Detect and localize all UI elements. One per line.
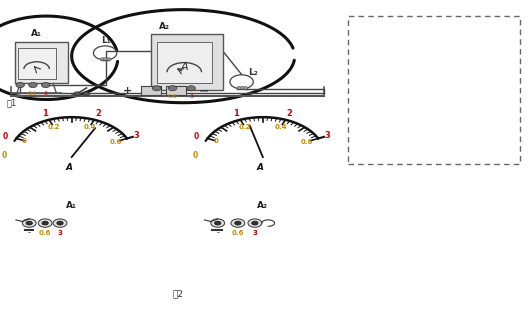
- Text: 2: 2: [95, 109, 101, 118]
- Circle shape: [152, 86, 161, 91]
- Text: 0.6: 0.6: [168, 94, 177, 99]
- Text: -: -: [28, 230, 31, 236]
- Text: −: −: [199, 84, 210, 97]
- Circle shape: [243, 87, 247, 89]
- Text: 3: 3: [252, 230, 258, 236]
- Text: 2: 2: [286, 109, 292, 118]
- Text: L₂: L₂: [249, 68, 258, 77]
- Text: 0.6: 0.6: [232, 230, 244, 236]
- Text: 0.6: 0.6: [28, 91, 38, 96]
- Text: A₁: A₁: [66, 201, 77, 210]
- Circle shape: [215, 221, 221, 225]
- Text: 0.4: 0.4: [83, 124, 96, 130]
- Bar: [151, 34, 223, 90]
- Text: 图1: 图1: [6, 98, 16, 107]
- Text: A: A: [256, 162, 263, 171]
- Text: 3: 3: [325, 131, 331, 140]
- Text: 0.2: 0.2: [239, 124, 251, 130]
- Circle shape: [252, 221, 258, 225]
- Circle shape: [42, 221, 48, 225]
- Circle shape: [248, 219, 262, 227]
- Bar: [141, 86, 161, 95]
- Text: 3: 3: [189, 94, 193, 99]
- Text: +: +: [123, 86, 132, 96]
- Circle shape: [168, 86, 177, 91]
- Bar: [15, 42, 68, 83]
- Text: A: A: [181, 62, 188, 72]
- Text: 3: 3: [44, 91, 48, 96]
- Circle shape: [240, 87, 244, 89]
- Circle shape: [211, 219, 225, 227]
- Text: -: -: [156, 94, 158, 99]
- Circle shape: [22, 219, 36, 227]
- Circle shape: [74, 92, 80, 96]
- Circle shape: [57, 221, 63, 225]
- Text: 图2: 图2: [173, 289, 183, 298]
- Circle shape: [100, 58, 105, 60]
- Circle shape: [16, 82, 24, 88]
- Circle shape: [104, 58, 108, 60]
- Text: 0: 0: [22, 138, 27, 144]
- Circle shape: [235, 221, 241, 225]
- Circle shape: [29, 82, 37, 88]
- Text: 0.6: 0.6: [301, 139, 313, 145]
- Text: A₂: A₂: [258, 201, 268, 210]
- Text: 0.4: 0.4: [275, 124, 287, 130]
- Text: 3: 3: [134, 131, 140, 140]
- Text: 0: 0: [3, 132, 7, 141]
- Text: -: -: [216, 230, 219, 236]
- Text: -: -: [19, 91, 21, 96]
- Bar: [348, 16, 520, 164]
- Text: 3: 3: [57, 230, 63, 236]
- Circle shape: [107, 58, 111, 60]
- Circle shape: [187, 86, 195, 91]
- Text: A₁: A₁: [31, 29, 42, 38]
- Circle shape: [231, 219, 245, 227]
- Circle shape: [53, 219, 67, 227]
- Circle shape: [41, 82, 50, 88]
- Text: 0: 0: [213, 138, 218, 144]
- Text: 0.2: 0.2: [48, 124, 60, 130]
- Text: 0: 0: [2, 152, 7, 160]
- Text: 1: 1: [42, 109, 48, 118]
- Text: 0: 0: [194, 132, 199, 141]
- Circle shape: [237, 87, 241, 89]
- Text: 0.6: 0.6: [39, 230, 52, 236]
- Text: 0: 0: [193, 152, 198, 160]
- Bar: [18, 48, 56, 79]
- Text: 1: 1: [234, 109, 239, 118]
- Bar: [157, 42, 212, 83]
- Circle shape: [38, 219, 52, 227]
- Text: A₂: A₂: [159, 22, 170, 31]
- Text: 0.6: 0.6: [109, 139, 122, 145]
- Circle shape: [26, 221, 32, 225]
- Text: L₁: L₁: [101, 36, 111, 45]
- Bar: [166, 86, 186, 95]
- Text: A: A: [65, 162, 72, 171]
- Circle shape: [83, 92, 90, 96]
